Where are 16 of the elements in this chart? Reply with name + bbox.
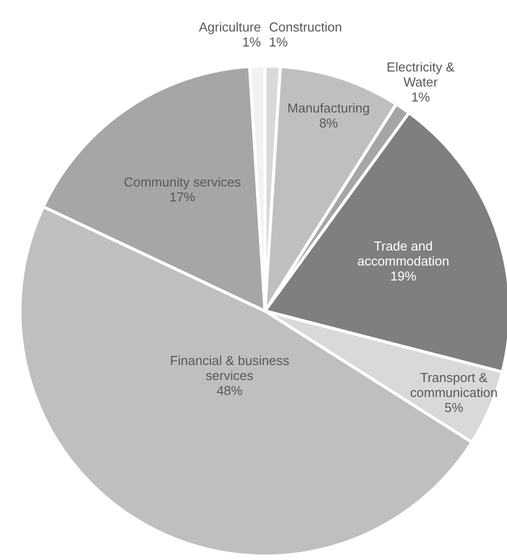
- slice-label: Construction: [269, 19, 342, 34]
- slice-label: Financial & business services: [170, 352, 290, 383]
- data-label: 17%: [169, 189, 196, 204]
- slice-label: Trade and accommodation: [357, 238, 450, 269]
- data-label: 1%: [269, 34, 288, 50]
- data-label: 1%: [411, 90, 430, 105]
- data-label: 19%: [390, 268, 417, 284]
- data-label: 48%: [216, 382, 244, 398]
- slice-label: Transport & communication: [410, 370, 498, 400]
- data-label: 5%: [444, 400, 464, 416]
- slice-label: Agriculture: [198, 19, 261, 34]
- data-label: 8%: [319, 115, 338, 130]
- data-label: 1%: [242, 34, 262, 50]
- slice-label: Community services: [124, 174, 242, 190]
- slice-label: Electricity & Water: [386, 60, 455, 90]
- slice-label: Manufacturing: [287, 100, 370, 116]
